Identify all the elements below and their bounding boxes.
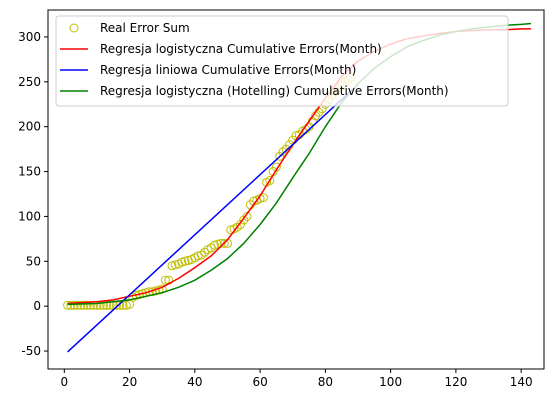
scatter-point: [69, 300, 79, 310]
scatter-point: [278, 147, 288, 157]
x-tick-label: 0: [60, 375, 68, 389]
scatter-point: [72, 300, 82, 310]
x-tick-label: 120: [444, 375, 467, 389]
scatter-point: [275, 151, 285, 161]
x-tick-label: 40: [187, 375, 202, 389]
legend-marker: [69, 23, 79, 33]
scatter-point: [242, 211, 252, 221]
series-line-2: [67, 83, 359, 353]
scatter-point: [63, 300, 73, 310]
x-tick-label: 100: [379, 375, 402, 389]
legend-label: Regresja liniowa Cumulative Errors(Month…: [100, 63, 356, 77]
scatter-point: [66, 300, 76, 310]
x-tick-label: 140: [510, 375, 533, 389]
scatter-point: [76, 300, 86, 310]
scatter-point: [180, 256, 190, 266]
y-tick-label: 100: [18, 209, 41, 223]
y-tick-label: 150: [18, 165, 41, 179]
y-tick-label: 250: [18, 75, 41, 89]
scatter-point: [79, 300, 89, 310]
scatter-point: [160, 275, 170, 285]
legend-label: Regresja logistyczna Cumulative Errors(M…: [100, 42, 382, 56]
scatter-point: [213, 239, 223, 249]
x-tick-label: 60: [252, 375, 267, 389]
axes-frame: [47, 9, 545, 370]
scatter-point: [236, 220, 246, 229]
y-axis: -50 0 50 100 150 200 250 300: [18, 30, 48, 358]
scatter-point: [265, 176, 275, 186]
legend-box: [55, 15, 509, 107]
scatter-point: [196, 250, 206, 260]
x-tick-label: 20: [122, 375, 137, 389]
legend: Real Error Sum Regresja logistyczna Cumul…: [55, 15, 509, 107]
legend-label: Real Error Sum: [100, 21, 190, 35]
x-axis: 0 20 40 60 80 100 120 140: [60, 369, 533, 389]
legend-label: Regresja logistyczna (Hotelling) Cumulat…: [100, 84, 449, 98]
scatter-point: [105, 300, 115, 310]
y-tick-label: 300: [18, 30, 41, 44]
scatter-point: [85, 300, 95, 310]
y-tick-label: 200: [18, 120, 41, 134]
scatter-point: [232, 222, 242, 232]
x-tick-label: 80: [318, 375, 333, 389]
y-tick-label: 0: [33, 299, 41, 313]
scatter-point: [170, 260, 180, 270]
scatter-point: [200, 247, 210, 257]
y-tick-label: 50: [26, 254, 41, 268]
scatter-point: [219, 238, 229, 248]
scatter-point: [216, 238, 226, 248]
y-tick-label: -50: [21, 344, 41, 358]
scatter-point: [82, 300, 92, 310]
